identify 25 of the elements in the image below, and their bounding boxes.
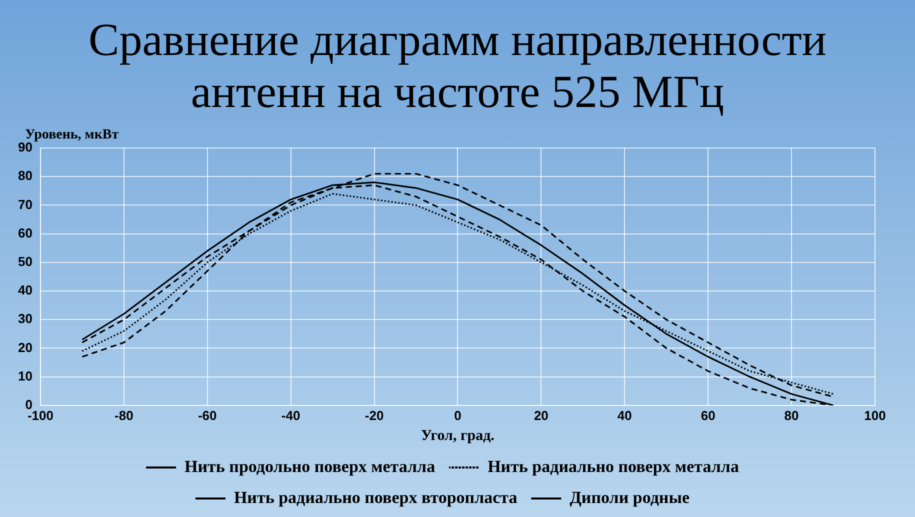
y-tick-label: 0 <box>25 396 32 412</box>
y-tick-label: 60 <box>18 225 32 240</box>
y-tick-label: 80 <box>18 168 32 184</box>
x-tick-label: 0 <box>454 408 462 423</box>
legend-label: Нить радиально поверх металла <box>488 456 740 476</box>
x-tick-label: -20 <box>364 408 384 423</box>
legend-label: Нить продольно поверх металла <box>184 456 436 476</box>
y-tick-label: 20 <box>18 340 32 355</box>
x-tick-label: 100 <box>864 408 886 423</box>
chart-title: Сравнение диаграмм направленности антенн на частоте 525 МГц <box>88 14 828 118</box>
x-tick-label: 20 <box>534 408 548 423</box>
y-tick-label: 10 <box>18 368 32 384</box>
y-tick-label: 40 <box>18 282 32 298</box>
x-tick-label: 60 <box>700 408 716 423</box>
legend-label: Диполи родные <box>570 488 690 507</box>
x-tick-label: -60 <box>198 408 217 423</box>
x-tick-label: -80 <box>114 408 134 423</box>
y-tick-label: 50 <box>18 254 32 269</box>
x-tick-label: 80 <box>784 408 799 423</box>
legend-label: Нить радиально поверх второпласта <box>234 488 518 507</box>
y-tick-label: 30 <box>18 311 32 326</box>
x-axis-title: Угол, град. <box>421 428 495 444</box>
x-tick-label: 40 <box>617 408 632 423</box>
x-tick-label: -40 <box>281 408 300 423</box>
y-tick-label: 70 <box>18 196 32 212</box>
